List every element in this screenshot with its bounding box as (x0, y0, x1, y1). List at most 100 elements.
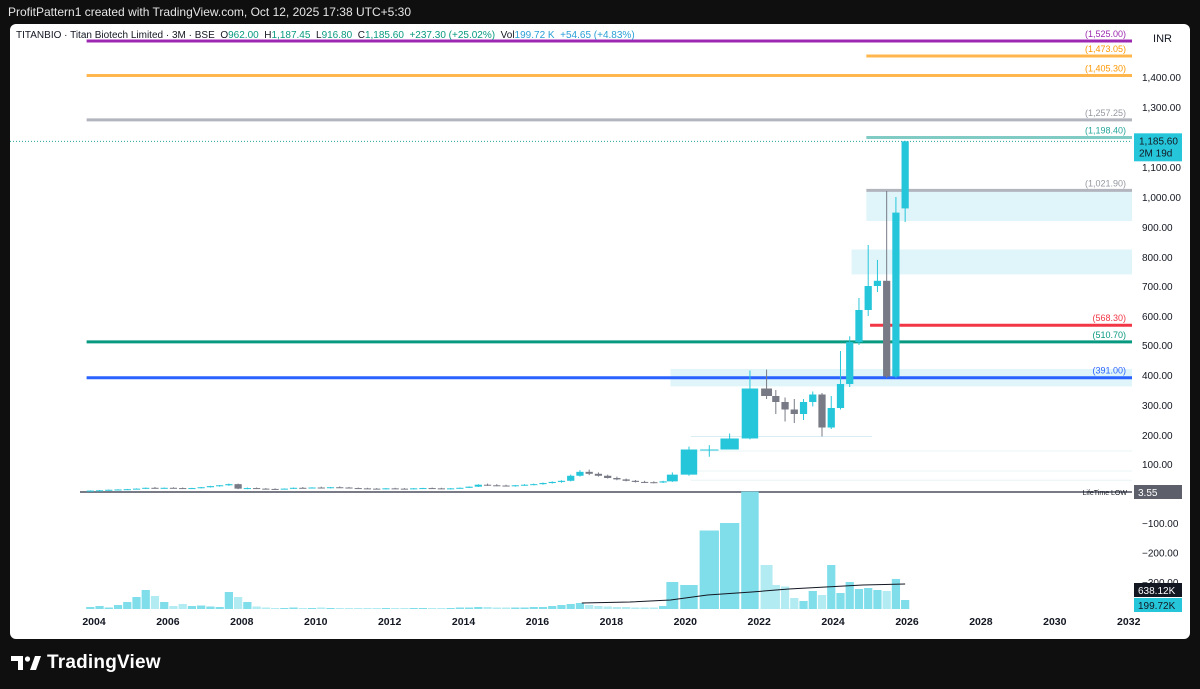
volume-bar (557, 605, 566, 609)
last-price-badge (1134, 133, 1182, 162)
candle-body (474, 484, 482, 487)
candle-body (901, 141, 909, 209)
y-tick-label: 100.00 (1142, 460, 1173, 471)
candle-body (123, 489, 131, 491)
candle-body (631, 480, 640, 482)
candle-body (419, 488, 427, 490)
chart-panel[interactable]: 1,400.001,300.001,200.001,100.001,000.00… (10, 24, 1190, 639)
y-tick-label: −100.00 (1142, 519, 1179, 530)
volume-bar (344, 608, 354, 609)
volume-bar (760, 565, 773, 609)
candle-body (326, 487, 335, 489)
attribution-bar: ProfitPattern1 created with TradingView.… (0, 0, 1200, 24)
tradingview-logo[interactable]: TradingView (11, 652, 161, 674)
volume-bar (437, 608, 446, 609)
candle-body (761, 388, 773, 396)
volume-bar (649, 607, 658, 609)
volume-bar (243, 602, 252, 609)
candle-body (827, 408, 835, 428)
candle-body (280, 488, 288, 490)
candle-body (169, 487, 178, 489)
level-label: (1,473.05) (1085, 44, 1126, 54)
legend-low-label: L (316, 30, 322, 41)
candle-body (809, 394, 817, 402)
volume-bar (197, 605, 206, 609)
volume-bar (612, 607, 622, 609)
candle-body (132, 488, 141, 490)
level-label: (1,405.30) (1085, 63, 1126, 73)
x-tick-label: 2018 (600, 616, 624, 628)
price-chart[interactable]: 1,400.001,300.001,200.001,100.001,000.00… (10, 24, 1190, 639)
volume-bar (622, 607, 631, 609)
legend-vol: 199.72 K (514, 30, 555, 41)
candle-body (308, 487, 316, 489)
legend-symbol[interactable]: TITANBIO · Titan Biotech Limited · 3M · … (16, 30, 215, 41)
candle-body (493, 485, 501, 487)
candle-body (363, 488, 372, 490)
volume-bar (234, 597, 243, 609)
candle-body (613, 478, 621, 480)
candle-body (151, 487, 159, 489)
legend-vol-label: Vol (500, 30, 515, 41)
volume-bar (864, 588, 873, 609)
candle-body (86, 490, 94, 492)
volume-bar (585, 605, 594, 609)
currency-label[interactable]: INR (1153, 33, 1172, 45)
volume-bar (123, 602, 132, 609)
volume-bar (575, 603, 585, 609)
x-tick-label: 2014 (452, 616, 476, 628)
legend-vol-change: +54.65 (+4.83%) (560, 30, 635, 41)
candle-body (197, 487, 205, 489)
candle-body (604, 475, 612, 478)
x-tick-label: 2022 (748, 616, 772, 628)
x-tick-label: 2016 (526, 616, 550, 628)
symbol-legend: TITANBIO · Titan Biotech Limited · 3M · … (16, 30, 635, 41)
y-tick-label: 900.00 (1142, 223, 1173, 234)
volume-bar (169, 606, 178, 609)
level-label: (510.70) (1092, 330, 1126, 340)
volume-bar (483, 607, 492, 609)
candle-body (336, 487, 344, 489)
legend-open: 962.00 (228, 30, 259, 41)
candle-body (855, 310, 863, 343)
candle-body (680, 449, 698, 475)
volume-ma-value: 638.12K (1138, 586, 1176, 597)
volume-bar (603, 606, 612, 609)
volume-bar (354, 608, 363, 609)
last-price-countdown: 2M 19d (1139, 148, 1172, 159)
candle-body (446, 488, 455, 490)
volume-bar (224, 592, 234, 609)
candle-body (781, 402, 789, 410)
y-tick-label: 400.00 (1142, 371, 1173, 382)
level-label: (1,257.25) (1085, 108, 1126, 118)
volume-bar (529, 607, 538, 609)
volume-bar (391, 608, 400, 609)
volume-bar (428, 608, 437, 609)
y-tick-label: 300.00 (1142, 401, 1173, 412)
candle-body (391, 488, 399, 490)
volume-ma-line (581, 583, 906, 604)
level-label: (568.30) (1092, 313, 1126, 323)
candle-body (160, 487, 168, 489)
volume-bar (520, 607, 529, 609)
y-tick-label: 1,000.00 (1142, 193, 1181, 204)
volume-bar (464, 607, 474, 609)
x-tick-label: 2010 (304, 616, 328, 628)
candle-body (373, 488, 381, 490)
candle-body (382, 488, 390, 490)
volume-bar (882, 591, 891, 609)
x-tick-label: 2028 (969, 616, 993, 628)
volume-bar (891, 579, 901, 609)
volume-bar (400, 608, 409, 609)
volume-bar (594, 606, 603, 609)
volume-bar (326, 608, 335, 609)
volume-bar (566, 604, 575, 609)
y-tick-label: 500.00 (1142, 341, 1173, 352)
volume-bar (298, 608, 307, 609)
candle-body (720, 438, 739, 450)
legend-change: +237.30 (+25.02%) (409, 30, 496, 41)
volume-bar (501, 607, 511, 609)
candle-body (345, 487, 353, 489)
candle-body (317, 487, 325, 489)
y-tick-label: 800.00 (1142, 253, 1173, 264)
